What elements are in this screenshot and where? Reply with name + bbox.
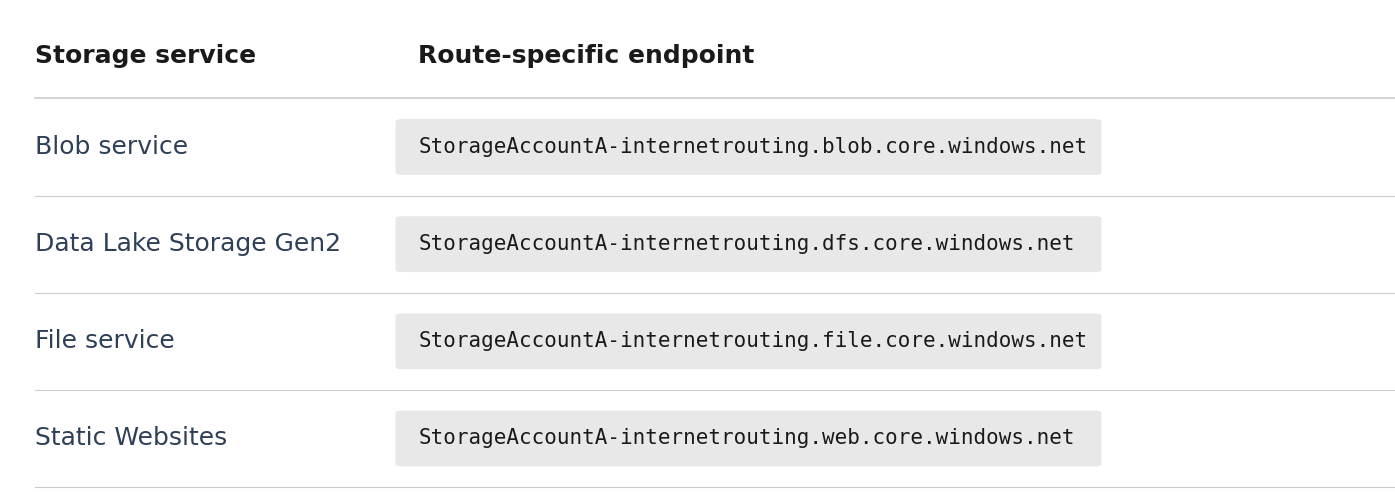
FancyBboxPatch shape	[396, 217, 1101, 272]
Text: StorageAccountA-internetrouting.web.core.windows.net: StorageAccountA-internetrouting.web.core…	[418, 429, 1076, 449]
Text: StorageAccountA-internetrouting.dfs.core.windows.net: StorageAccountA-internetrouting.dfs.core…	[418, 234, 1076, 254]
Text: StorageAccountA-internetrouting.file.core.windows.net: StorageAccountA-internetrouting.file.cor…	[418, 331, 1088, 351]
Text: Storage service: Storage service	[35, 44, 257, 68]
FancyBboxPatch shape	[396, 120, 1101, 174]
FancyBboxPatch shape	[396, 411, 1101, 466]
Text: Route-specific endpoint: Route-specific endpoint	[418, 44, 755, 68]
Text: File service: File service	[35, 329, 174, 353]
FancyBboxPatch shape	[396, 314, 1101, 369]
Text: Static Websites: Static Websites	[35, 427, 227, 451]
Text: Blob service: Blob service	[35, 135, 188, 159]
Text: Data Lake Storage Gen2: Data Lake Storage Gen2	[35, 232, 340, 256]
Text: StorageAccountA-internetrouting.blob.core.windows.net: StorageAccountA-internetrouting.blob.cor…	[418, 137, 1088, 157]
